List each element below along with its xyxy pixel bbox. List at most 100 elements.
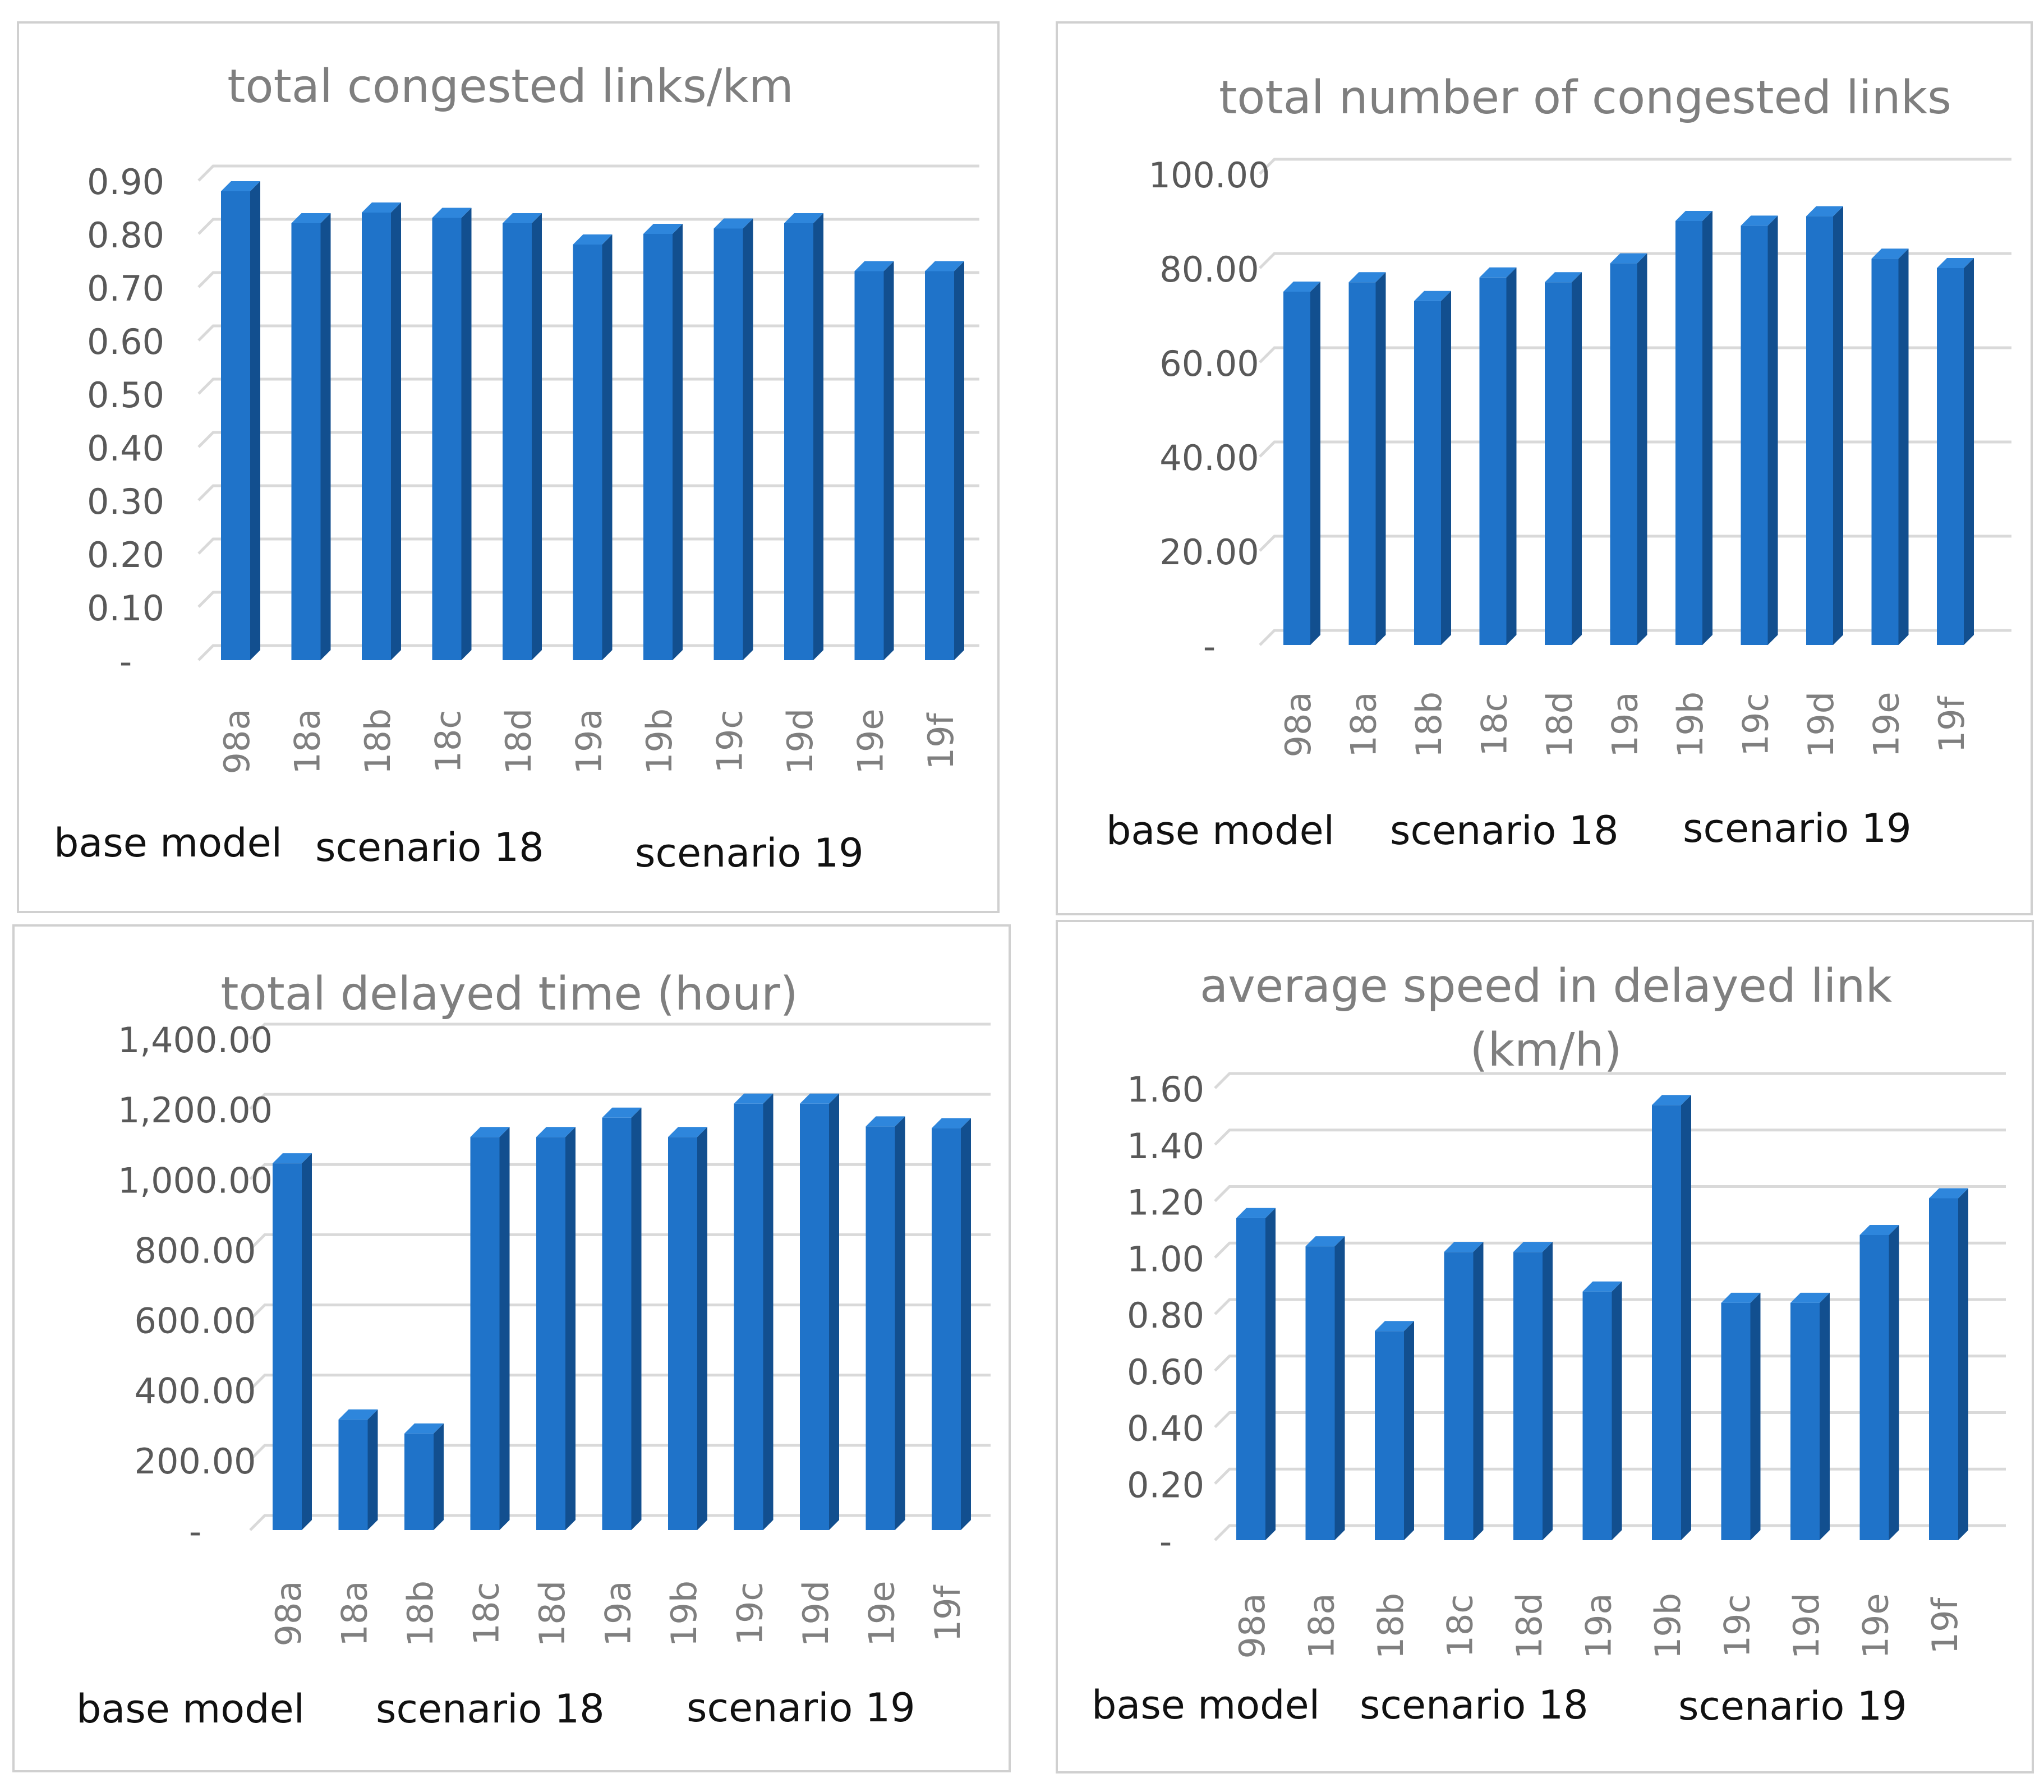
bar-18b bbox=[1375, 1321, 1414, 1540]
bar-19d bbox=[1790, 1292, 1830, 1540]
bar-top bbox=[1582, 1281, 1622, 1292]
bar-19f bbox=[932, 1118, 971, 1530]
bar-98a bbox=[273, 1153, 312, 1530]
x-tick-label: 19d bbox=[795, 1581, 836, 1647]
gridline bbox=[197, 164, 979, 182]
x-tick-label: 18a bbox=[1343, 692, 1384, 758]
y-tick-label: 200.00 bbox=[135, 1441, 256, 1482]
x-tick-label: 18b bbox=[1370, 1593, 1411, 1659]
bar-front bbox=[1675, 221, 1702, 645]
y-tick-label: 0.80 bbox=[87, 215, 164, 256]
bar-18b bbox=[404, 1423, 444, 1530]
bar-19e bbox=[1871, 248, 1909, 645]
bar-19c bbox=[713, 218, 753, 660]
bar-top bbox=[1283, 282, 1320, 292]
bar-19e bbox=[866, 1116, 905, 1530]
bar-side bbox=[954, 261, 964, 660]
bar-front bbox=[1582, 1291, 1612, 1540]
bar-18c bbox=[1444, 1242, 1484, 1540]
bar-top bbox=[432, 208, 472, 218]
x-tick-label: 19b bbox=[664, 1581, 705, 1647]
y-tick-label: 600.00 bbox=[135, 1301, 256, 1342]
bar-side bbox=[1833, 206, 1843, 646]
bar-top bbox=[1871, 248, 1909, 259]
bar-top bbox=[713, 218, 753, 229]
bar-front bbox=[1721, 1302, 1751, 1540]
bar-19b bbox=[643, 224, 683, 660]
x-tick-label: 98a bbox=[217, 709, 257, 775]
group-label-base-model: base model bbox=[54, 820, 283, 866]
x-tick-label: 19e bbox=[850, 708, 891, 774]
y-tick-label: 0.50 bbox=[87, 375, 164, 416]
bar-front bbox=[866, 1126, 895, 1530]
x-tick-label: 98a bbox=[1232, 1593, 1273, 1659]
bar-front bbox=[800, 1103, 829, 1530]
bar-front bbox=[273, 1163, 302, 1530]
bar-top bbox=[273, 1153, 312, 1164]
bar-top bbox=[602, 1107, 642, 1118]
bar-top bbox=[338, 1409, 378, 1420]
group-label-base-model: base model bbox=[76, 1686, 305, 1732]
x-tick-label: 19e bbox=[1856, 1593, 1896, 1659]
group-label-base-model: base model bbox=[1106, 808, 1335, 854]
x-tick-label: 19f bbox=[920, 712, 961, 770]
bar-top bbox=[470, 1127, 510, 1137]
bar-top bbox=[536, 1127, 576, 1137]
chart-average-speed: average speed in delayed link (km/h) - 0.20… bbox=[1127, 960, 2006, 1659]
bar-19f bbox=[1937, 258, 1974, 645]
bar-top bbox=[1375, 1321, 1414, 1332]
y-tick-label: 80.00 bbox=[1159, 249, 1259, 290]
chart-congested-links-per-km: total congested links/km - 0.10 0.20 0.30 0.4… bbox=[87, 60, 979, 775]
bar-18d bbox=[536, 1127, 576, 1530]
chart-number-congested-links: total number of congested links - 20.00 40.… bbox=[1149, 71, 2011, 758]
chart-title: total number of congested links bbox=[1219, 71, 1951, 125]
bar-front bbox=[1444, 1252, 1474, 1540]
chart-title: average speed in delayed link bbox=[1200, 960, 1893, 1013]
bar-18c bbox=[470, 1127, 510, 1530]
chart-panel-congested-links-per-km: total congested links/km - 0.10 0.20 0.30 0.4… bbox=[17, 21, 1000, 913]
y-tick-label: 60.00 bbox=[1159, 343, 1259, 384]
y-tick-label: 1.00 bbox=[1127, 1238, 1204, 1279]
y-tick-label: 0.20 bbox=[1127, 1464, 1204, 1505]
x-tick-label: 19b bbox=[1647, 1593, 1688, 1659]
y-tick-label: - bbox=[119, 641, 132, 682]
bar-side bbox=[532, 213, 542, 660]
bar-front bbox=[1414, 301, 1441, 645]
y-tick-label: 1,400.00 bbox=[118, 1020, 273, 1061]
bar-18a bbox=[291, 213, 331, 660]
bar-18b bbox=[1414, 291, 1451, 645]
bar-side bbox=[883, 261, 894, 660]
bar-front bbox=[1348, 282, 1376, 645]
y-tick-label: 0.80 bbox=[1127, 1295, 1204, 1336]
bar-front bbox=[1652, 1105, 1681, 1540]
bar-side bbox=[302, 1153, 312, 1530]
y-tick-label: 100.00 bbox=[1149, 155, 1270, 196]
group-label-scenario-18: scenario 18 bbox=[315, 824, 544, 870]
bar-front bbox=[1806, 216, 1833, 646]
bar-side bbox=[320, 213, 331, 660]
bar-18c bbox=[432, 208, 472, 660]
bar-front bbox=[1479, 277, 1507, 645]
bar-top bbox=[668, 1127, 707, 1137]
bar-side bbox=[895, 1116, 905, 1530]
bar-front bbox=[1236, 1218, 1265, 1540]
bar-front bbox=[602, 1117, 632, 1530]
chart-panel-number-congested-links: total number of congested links - 20.00 40.… bbox=[1056, 21, 2033, 915]
gridline bbox=[1214, 1072, 2006, 1089]
bar-top bbox=[800, 1093, 839, 1104]
bar-side bbox=[1375, 272, 1386, 645]
bar-front bbox=[536, 1137, 565, 1530]
bar-side bbox=[1964, 258, 1974, 645]
x-tick-label: 19f bbox=[1925, 1596, 1965, 1654]
y-tick-label: 1,200.00 bbox=[118, 1090, 273, 1131]
y-tick-label: 0.60 bbox=[1127, 1352, 1204, 1393]
chart-title: (km/h) bbox=[1470, 1024, 1622, 1077]
bar-top bbox=[1721, 1292, 1761, 1303]
bar-top bbox=[643, 224, 683, 234]
x-tick-label: 19e bbox=[1866, 692, 1907, 757]
bar-front bbox=[1513, 1252, 1543, 1540]
x-tick-label: 19c bbox=[1717, 1595, 1758, 1658]
y-tick-label: 800.00 bbox=[135, 1230, 256, 1271]
group-label-scenario-18: scenario 18 bbox=[1390, 808, 1619, 854]
group-label-base-model: base model bbox=[1092, 1682, 1320, 1728]
